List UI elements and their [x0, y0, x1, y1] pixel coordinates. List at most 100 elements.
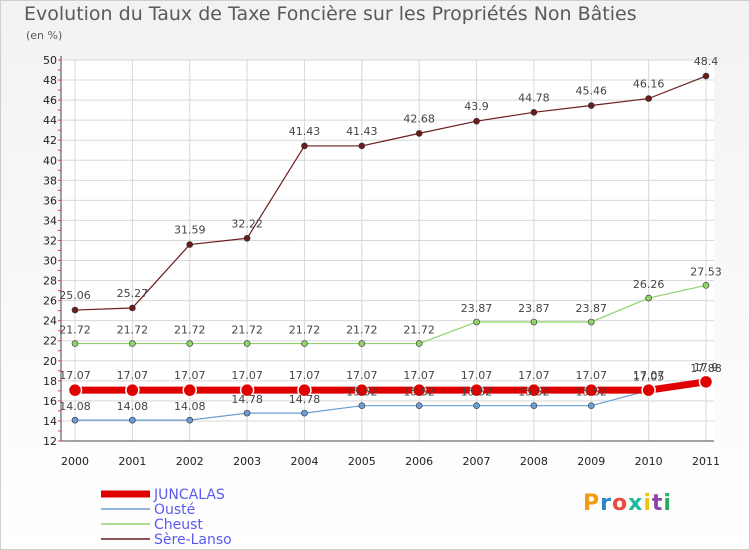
legend-label: Sère-Lanso	[154, 532, 232, 548]
data-point	[182, 382, 197, 398]
x-tick-label: 2010	[635, 455, 663, 468]
x-tick-label: 2004	[290, 455, 318, 468]
data-label: 23.87	[518, 302, 550, 315]
y-tick-label: 24	[43, 315, 57, 328]
logo-letter: i	[643, 491, 652, 516]
data-point	[186, 241, 194, 248]
data-point	[469, 382, 484, 398]
data-point	[473, 318, 480, 326]
data-label: 27.53	[690, 265, 722, 278]
data-point	[415, 340, 423, 347]
y-tick-label: 26	[43, 295, 57, 308]
x-tick-label: 2007	[463, 455, 491, 468]
data-label: 41.43	[289, 125, 321, 138]
data-label: 17.07	[633, 369, 665, 382]
data-label: 17.07	[231, 369, 263, 382]
data-label: 46.16	[633, 78, 665, 91]
data-label: 21.72	[117, 324, 149, 337]
x-tick-label: 2008	[520, 455, 548, 468]
y-tick-label: 34	[43, 214, 57, 227]
y-tick-label: 20	[43, 355, 57, 368]
data-label: 14.08	[174, 400, 206, 413]
y-tick-label: 44	[43, 114, 57, 127]
data-point	[71, 306, 79, 314]
data-label: 14.08	[59, 400, 91, 413]
data-label: 17.05	[633, 370, 665, 383]
data-label: 41.43	[346, 125, 378, 138]
data-point	[125, 382, 140, 398]
data-point	[129, 416, 136, 424]
y-tick-label: 28	[43, 275, 57, 288]
data-point	[243, 234, 251, 242]
data-point	[526, 382, 542, 398]
data-point	[71, 416, 79, 424]
data-label: 45.46	[576, 85, 608, 98]
y-tick-label: 12	[43, 435, 57, 448]
data-label: 44.78	[518, 91, 550, 104]
data-label: 15.52	[576, 386, 608, 399]
series-line-0	[74, 75, 707, 311]
x-tick-label: 2011	[692, 455, 720, 468]
data-label: 43.9	[464, 100, 489, 113]
data-label: 17.9	[694, 361, 719, 374]
data-label: 17.07	[576, 369, 608, 382]
y-tick-label: 14	[43, 415, 57, 428]
data-point	[301, 142, 308, 150]
data-label: 15.52	[518, 386, 550, 399]
data-label: 21.72	[231, 324, 263, 337]
data-point	[698, 374, 714, 390]
data-label: 25.06	[59, 289, 91, 302]
data-point	[587, 102, 595, 109]
legend-label: JUNCALAS	[153, 487, 225, 503]
data-point	[186, 340, 194, 347]
data-point	[243, 409, 251, 417]
data-point	[354, 382, 370, 398]
data-point	[301, 409, 308, 417]
data-point	[473, 117, 480, 125]
series-line-2	[75, 381, 707, 421]
data-label: 21.72	[346, 324, 378, 337]
logo-letter: P	[583, 491, 601, 516]
legend-label: Ousté	[154, 502, 195, 518]
data-point	[358, 142, 366, 150]
x-tick-label: 2000	[61, 455, 89, 468]
data-label: 17.07	[59, 369, 91, 382]
logo-letter: t	[651, 491, 664, 516]
data-label: 14.08	[117, 400, 149, 413]
data-point	[301, 340, 308, 347]
data-point	[67, 382, 83, 398]
data-label: 15.52	[461, 386, 493, 399]
y-tick-label: 46	[43, 94, 57, 107]
data-label: 21.72	[289, 324, 321, 337]
data-label: 17.88	[690, 362, 722, 375]
data-label: 17.07	[461, 369, 493, 382]
x-tick-label: 2002	[176, 455, 204, 468]
x-tick-label: 2006	[405, 455, 433, 468]
data-point	[129, 304, 136, 312]
data-label: 15.52	[346, 386, 378, 399]
data-label: 32.22	[231, 217, 263, 230]
chart-title: Evolution du Taux de Taxe Foncière sur l…	[24, 3, 637, 25]
data-point	[71, 340, 79, 347]
data-label: 26.26	[633, 278, 665, 291]
data-point	[129, 340, 136, 347]
data-label: 17.07	[117, 369, 149, 382]
data-point	[411, 382, 427, 398]
data-point	[584, 382, 599, 398]
y-tick-label: 18	[43, 375, 57, 388]
data-point	[702, 72, 710, 80]
data-label: 17.07	[518, 369, 550, 382]
data-label: 17.07	[289, 369, 321, 382]
data-label: 21.72	[59, 324, 91, 337]
y-tick-label: 32	[43, 234, 57, 247]
y-tick-label: 42	[43, 134, 57, 147]
data-point	[239, 382, 255, 398]
series-line-1	[75, 284, 707, 345]
y-axis-unit-label: (en %)	[26, 29, 63, 42]
x-tick-label: 2003	[233, 455, 261, 468]
y-tick-label: 22	[43, 335, 57, 348]
y-tick-label: 16	[43, 395, 57, 408]
data-point	[297, 382, 312, 398]
